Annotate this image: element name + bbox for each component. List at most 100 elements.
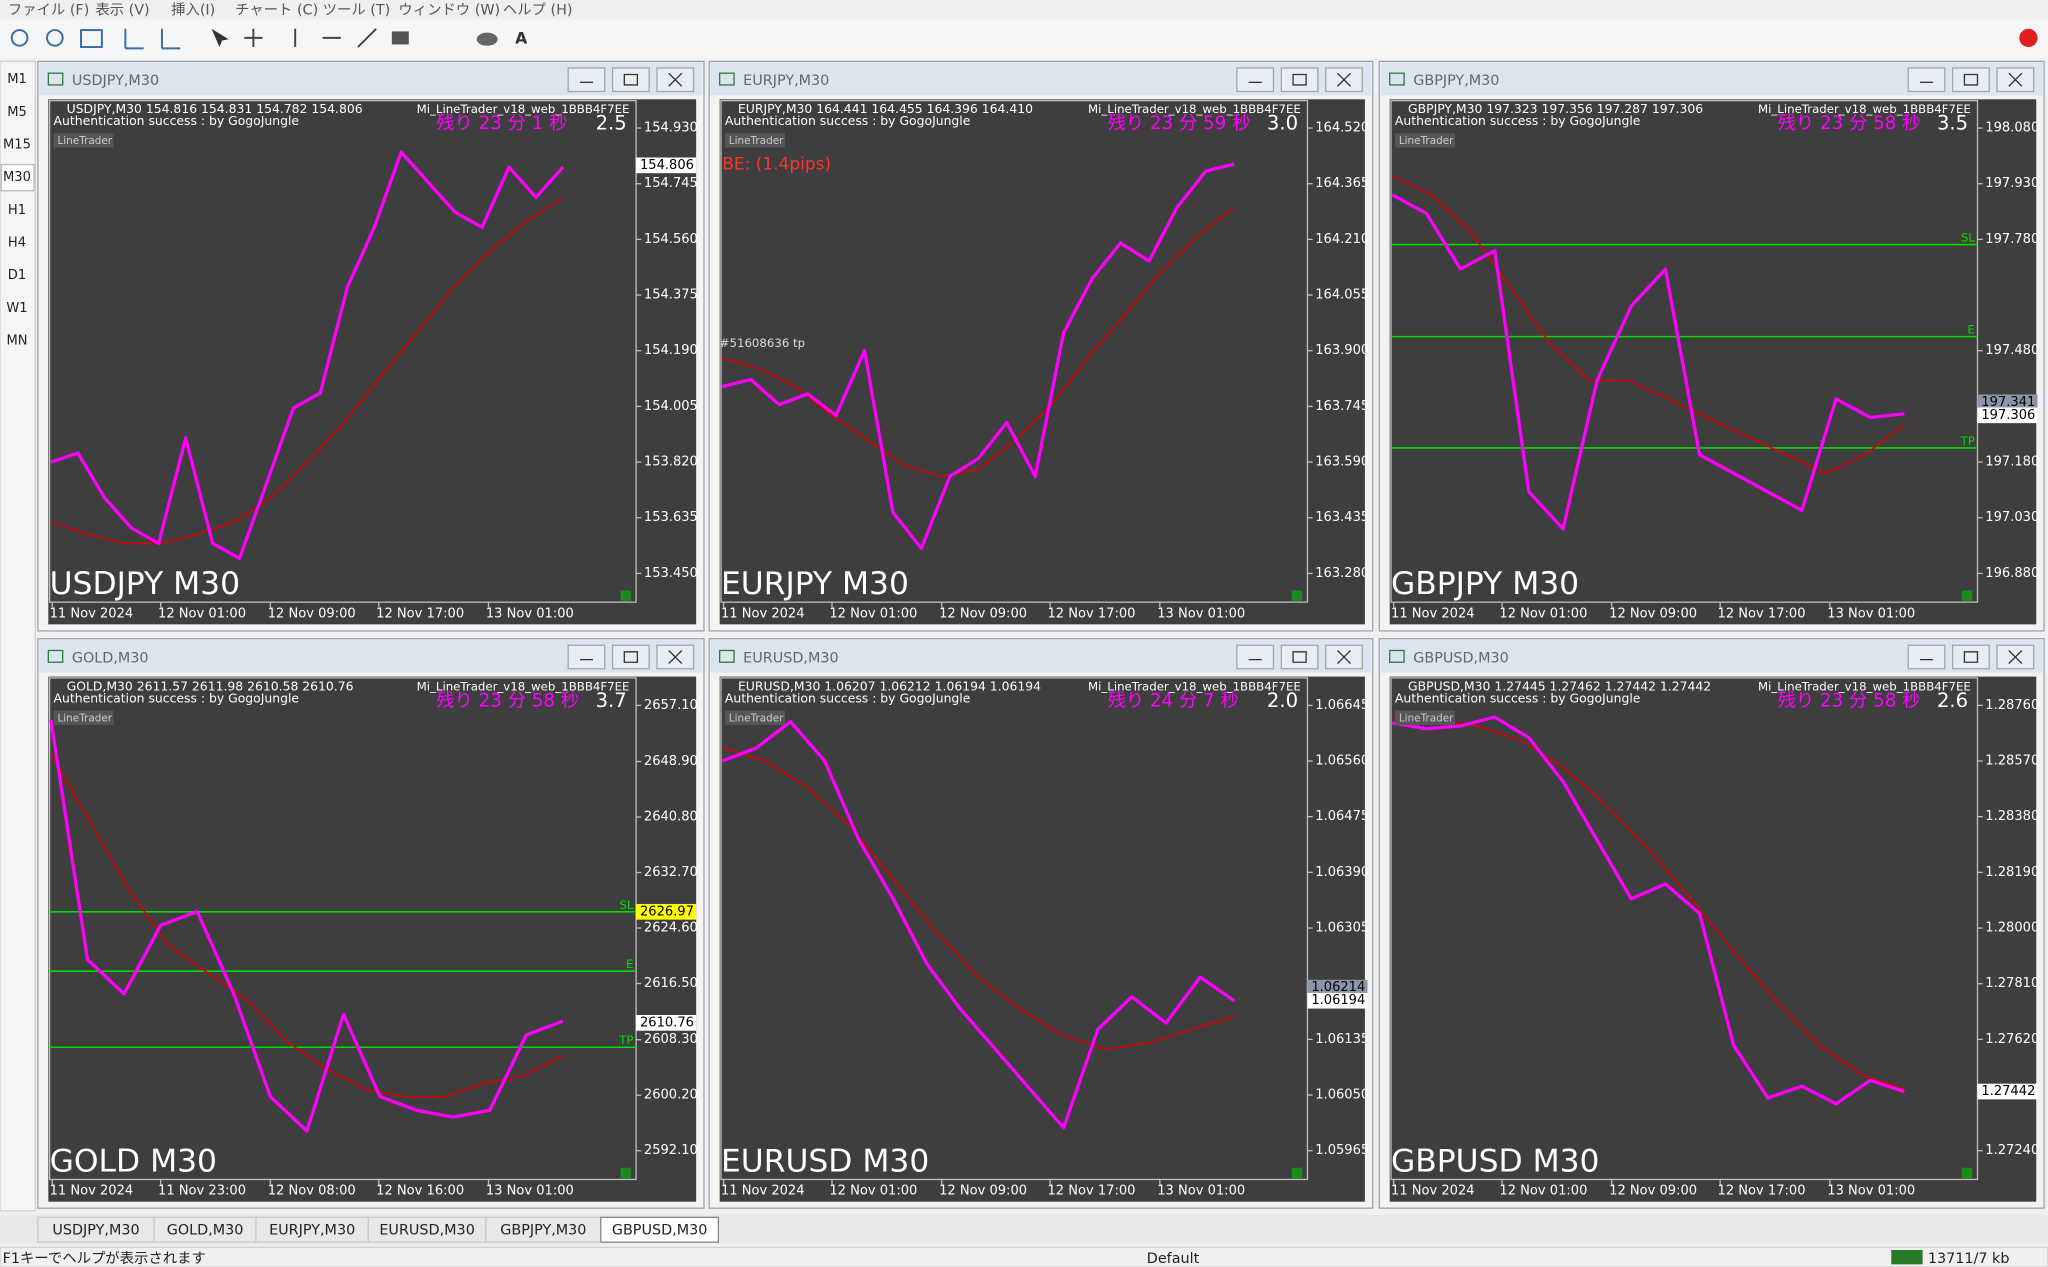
linetrader-label[interactable]: LineTrader <box>729 135 784 147</box>
window-icon <box>719 72 735 86</box>
linetrader-badge[interactable] <box>53 710 114 725</box>
chart-window: USDJPY,M30 154.930 154.745 154.560 154.375 15… <box>37 60 705 632</box>
level-label: SL <box>619 898 633 912</box>
x-tick-label: 12 Nov 17:00 <box>1718 606 1806 621</box>
window-title: EURJPY,M30 <box>743 73 829 89</box>
menu-item[interactable]: 挿入(I) <box>171 1 215 18</box>
tab[interactable] <box>367 1216 487 1243</box>
x-tick-label: 12 Nov 17:00 <box>1048 1184 1136 1199</box>
maximize-button[interactable] <box>1951 67 1990 93</box>
menu-item[interactable]: ヘルプ (H) <box>503 1 573 18</box>
linetrader-label[interactable]: LineTrader <box>1399 135 1454 147</box>
price-tag <box>1977 1083 2038 1100</box>
ea-name: Mi_LineTrader_v18_web_1BBB4F7EE <box>1088 102 1301 116</box>
tab-label[interactable]: USDJPY,M30 <box>52 1222 139 1238</box>
minimize-button[interactable] <box>1236 67 1275 93</box>
timeframe-button[interactable]: MN <box>6 333 27 348</box>
ea-indicator <box>1291 1167 1303 1179</box>
price-tag-label: 2626.97 <box>640 904 694 919</box>
maximize-button[interactable] <box>1951 644 1990 670</box>
timeframe-button[interactable]: D1 <box>8 268 26 283</box>
auth-message: Authentication success : by GogoJungle <box>54 113 299 128</box>
x-tick-label: 12 Nov 01:00 <box>1499 606 1587 621</box>
ea-indicator <box>1961 1167 1973 1179</box>
linetrader-badge[interactable] <box>1394 710 1456 725</box>
timeframe-button[interactable]: H4 <box>8 235 26 250</box>
minimize-button[interactable] <box>567 67 606 93</box>
linetrader-label[interactable]: LineTrader <box>57 712 112 724</box>
maximize-button[interactable] <box>1280 644 1319 670</box>
price-tag <box>1977 394 2038 411</box>
y-tick-label: 1.27620 <box>1985 1032 2039 1047</box>
timeframe-button[interactable]: M30 <box>3 170 31 185</box>
moving-average <box>50 753 564 1098</box>
alert-icon[interactable] <box>2019 28 2038 48</box>
maximize-glyph <box>623 651 639 663</box>
tab[interactable] <box>255 1216 369 1243</box>
tab[interactable] <box>600 1216 720 1243</box>
tab-label[interactable]: GBPUSD,M30 <box>612 1222 708 1238</box>
menu-item[interactable]: ウィンドウ (W) <box>398 1 500 18</box>
maximize-button[interactable] <box>1280 67 1319 93</box>
maximize-button[interactable] <box>611 67 650 93</box>
y-tick-label: 1.28760 <box>1985 698 2039 713</box>
ea-indicator <box>1291 590 1303 601</box>
timeframe-button[interactable]: M5 <box>7 105 27 120</box>
countdown: 残り 23 分 58 秒 <box>436 690 579 711</box>
x-tick-label: 13 Nov 01:00 <box>1827 1184 1915 1199</box>
ea-name: Mi_LineTrader_v18_web_1BBB4F7EE <box>1758 102 1971 116</box>
linetrader-badge[interactable] <box>724 710 785 725</box>
spread: 2.5 <box>596 112 627 135</box>
tab-label[interactable]: GBPJPY,M30 <box>500 1222 586 1238</box>
spread: 2.6 <box>1937 689 1968 712</box>
price-tag-label: 197.306 <box>1981 408 2035 423</box>
level-label: E <box>626 957 633 971</box>
toolbar-icons[interactable] <box>10 28 498 50</box>
linetrader-label[interactable]: LineTrader <box>1399 712 1454 724</box>
linetrader-label[interactable]: LineTrader <box>57 135 112 147</box>
chart-header: EURUSD,M30 1.06207 1.06212 1.06194 1.061… <box>738 679 1041 694</box>
minimize-button[interactable] <box>1907 644 1946 670</box>
x-tick-label: 11 Nov 2024 <box>721 1184 805 1199</box>
chart-header: GOLD,M30 2611.57 2611.98 2610.58 2610.76 <box>67 679 354 694</box>
maximize-button[interactable] <box>611 644 650 670</box>
linetrader-badge[interactable] <box>1394 133 1456 148</box>
x-tick-label: 12 Nov 09:00 <box>939 1184 1027 1199</box>
tab[interactable] <box>485 1216 602 1243</box>
window-icon <box>47 72 64 86</box>
tab-label[interactable]: GOLD,M30 <box>167 1222 244 1238</box>
ea-indicator <box>620 1167 631 1179</box>
y-tick-label: 1.27240 <box>1985 1143 2039 1158</box>
order-note: BE: (1.4pips) <box>722 155 831 175</box>
tab[interactable] <box>153 1216 257 1243</box>
linetrader-label[interactable]: LineTrader <box>729 712 784 724</box>
minimize-button[interactable] <box>1907 67 1946 93</box>
menu-item[interactable]: チャート (C) <box>235 2 318 18</box>
text-tool-icon[interactable]: A <box>515 29 528 48</box>
price-line <box>50 150 565 561</box>
timeframe-button[interactable]: H1 <box>8 203 26 218</box>
y-tick-label: 2616.50 <box>644 976 698 991</box>
timeframe-button[interactable]: M1 <box>7 72 27 87</box>
y-tick-label: 164.365 <box>1315 176 1369 191</box>
y-tick-label: 154.375 <box>644 288 698 303</box>
x-tick-label: 12 Nov 09:00 <box>939 606 1027 621</box>
menu-item[interactable]: ファイル (F) <box>8 2 89 18</box>
timeframe-button[interactable]: M15 <box>3 138 31 153</box>
auth-message: Authentication success : by GogoJungle <box>1395 690 1640 705</box>
chart-area <box>1389 99 2037 625</box>
linetrader-badge[interactable] <box>53 133 114 148</box>
tab[interactable] <box>37 1216 155 1243</box>
tab-label[interactable]: EURJPY,M30 <box>269 1222 355 1238</box>
minimize-button[interactable] <box>1236 644 1275 670</box>
x-tick-label: 11 Nov 2024 <box>1391 1184 1475 1199</box>
minimize-button[interactable] <box>567 644 606 670</box>
chart-label: GBPJPY M30 <box>1391 566 1579 602</box>
ea-indicator <box>620 590 631 601</box>
x-tick-label: 12 Nov 01:00 <box>1499 1184 1587 1199</box>
linetrader-badge[interactable] <box>724 133 785 148</box>
menu-item[interactable]: 表示 (V) <box>95 1 149 18</box>
timeframe-button[interactable]: W1 <box>6 301 27 316</box>
tab-label[interactable]: EURUSD,M30 <box>379 1222 474 1238</box>
menu-item[interactable]: ツール (T) <box>323 2 391 18</box>
